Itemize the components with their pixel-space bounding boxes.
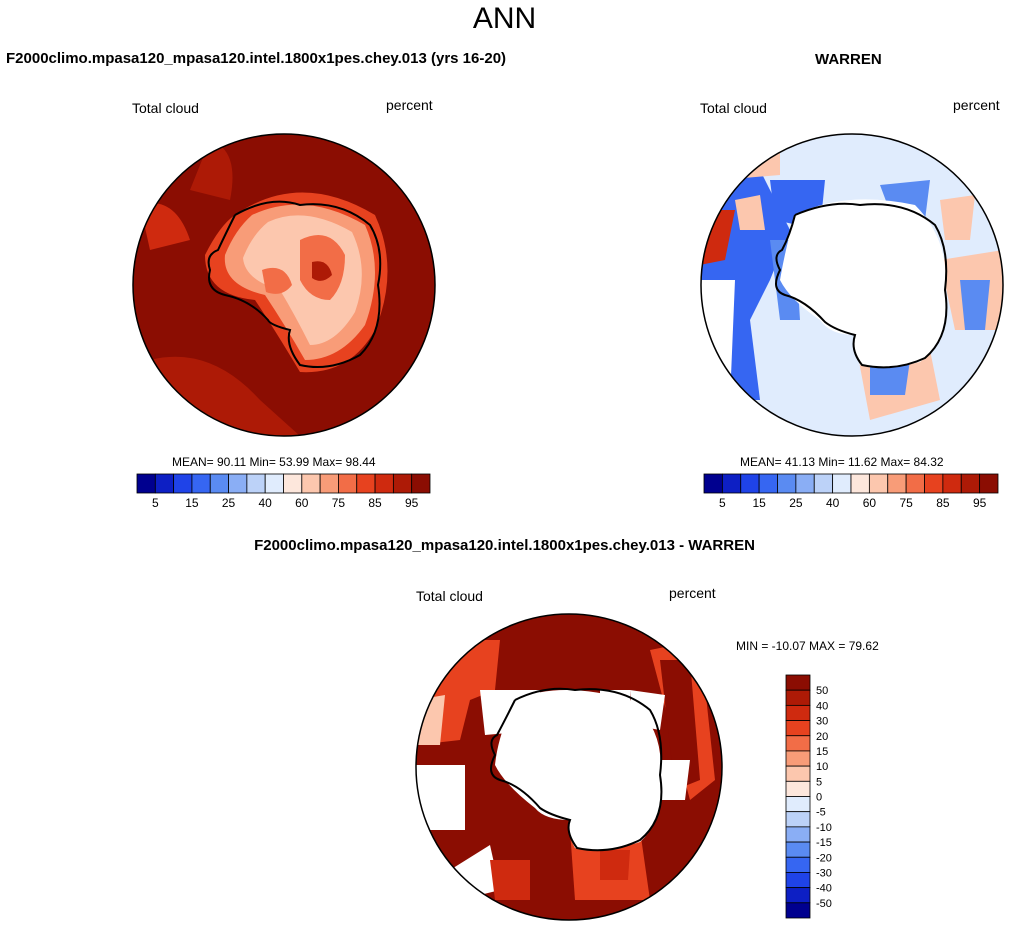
obs-colorbar-tick-label: 40 — [826, 496, 840, 510]
obs-colorbar-tick-label: 25 — [789, 496, 803, 510]
diff-colorbar-tick-label: -15 — [816, 837, 832, 849]
model-colorbar-tick-label: 95 — [405, 496, 419, 510]
diff-colorbar-box — [785, 811, 811, 828]
diff-colorbar-tick-label: -5 — [816, 807, 826, 819]
diff-colorbar-box — [785, 750, 811, 767]
obs-colorbar-box — [721, 473, 742, 494]
obs-colorbar: 5 15 25 40 60 75 85 95 — [703, 473, 999, 510]
diff-colorbar-box — [785, 841, 811, 858]
model-colorbar-box — [411, 473, 431, 494]
model-stats: MEAN= 90.11 Min= 53.99 Max= 98.44 — [172, 455, 376, 469]
diff-colorbar-box — [785, 872, 811, 889]
obs-units-label: percent — [953, 97, 1000, 113]
diff-colorbar-tick-label: 0 — [816, 792, 822, 804]
diff-colorbar-box — [785, 780, 811, 797]
diff-colorbar-box — [785, 826, 811, 843]
obs-colorbar-box — [942, 473, 962, 494]
model-colorbar-box — [228, 473, 248, 494]
model-colorbar-box — [319, 473, 339, 494]
diff-map — [416, 614, 722, 920]
obs-variable-label: Total cloud — [700, 100, 767, 116]
model-colorbar-tick-label: 85 — [368, 496, 382, 510]
diff-colorbar-box — [785, 856, 811, 873]
diff-colorbar-tick-label: 30 — [816, 716, 828, 728]
diff-colorbar-tick-label: -30 — [816, 867, 832, 879]
model-colorbar-tick-label: 25 — [222, 496, 236, 510]
figure-title: ANN — [472, 2, 537, 35]
diff-colorbar-box — [785, 765, 811, 782]
obs-colorbar-tick-label: 85 — [936, 496, 950, 510]
diff-panel-title: F2000climo.mpasa120_mpasa120.intel.1800x… — [254, 537, 755, 554]
model-colorbar-box — [392, 473, 413, 494]
diff-colorbar-tick-label: -20 — [816, 852, 832, 864]
diff-colorbar-box — [785, 674, 811, 691]
diff-stats: MIN = -10.07 MAX = 79.62 — [736, 639, 879, 653]
obs-colorbar-tick-label: 5 — [719, 496, 726, 510]
diff-colorbar-tick-label: -40 — [816, 883, 832, 895]
model-colorbar-box — [136, 473, 156, 494]
diff-colorbar-box — [785, 887, 811, 904]
diff-colorbar-box — [785, 720, 811, 737]
obs-colorbar-box — [795, 473, 815, 494]
model-colorbar-box — [154, 473, 175, 494]
obs-colorbar-tick-label: 60 — [863, 496, 877, 510]
model-colorbar-box — [338, 473, 358, 494]
obs-colorbar-box — [777, 473, 797, 494]
diff-colorbar-box — [785, 735, 811, 752]
model-colorbar-box — [356, 473, 376, 494]
diff-colorbar-tick-label: -50 — [816, 898, 832, 910]
obs-colorbar-box — [887, 473, 907, 494]
model-colorbar-box — [301, 473, 321, 494]
model-panel-title: F2000climo.mpasa120_mpasa120.intel.1800x… — [6, 50, 507, 67]
diff-colorbar-box — [785, 689, 811, 706]
model-colorbar-tick-label: 40 — [259, 496, 273, 510]
obs-colorbar-box — [813, 473, 834, 494]
model-variable-label: Total cloud — [132, 100, 199, 116]
obs-colorbar-tick-label: 15 — [752, 496, 766, 510]
model-colorbar-box — [283, 473, 303, 494]
diff-colorbar-tick-label: 20 — [816, 731, 828, 743]
obs-stats: MEAN= 41.13 Min= 11.62 Max= 84.32 — [740, 455, 944, 469]
obs-colorbar-box — [924, 473, 944, 494]
obs-colorbar-box — [850, 473, 870, 494]
diff-colorbar-tick-label: -10 — [816, 822, 832, 834]
diff-colorbar-tick-label: 50 — [816, 685, 828, 697]
diff-colorbar-tick-label: 15 — [816, 746, 828, 758]
diff-colorbar-box — [785, 902, 811, 919]
model-colorbar-tick-label: 15 — [185, 496, 199, 510]
obs-colorbar-box — [905, 473, 925, 494]
model-colorbar-box — [191, 473, 211, 494]
obs-colorbar-box — [740, 473, 760, 494]
diff-colorbar-box — [785, 704, 811, 721]
diff-colorbar-tick-label: 40 — [816, 700, 828, 712]
model-colorbar: 5 15 25 40 60 75 85 95 — [136, 473, 431, 510]
obs-map — [701, 134, 1003, 436]
model-colorbar-tick-label: 75 — [332, 496, 346, 510]
model-units-label: percent — [386, 97, 433, 113]
model-map — [133, 134, 435, 436]
model-colorbar-box — [374, 473, 394, 494]
obs-colorbar-box — [703, 473, 723, 494]
diff-units-label: percent — [669, 585, 716, 601]
obs-colorbar-box — [960, 473, 981, 494]
obs-colorbar-tick-label: 95 — [973, 496, 987, 510]
obs-colorbar-box — [868, 473, 889, 494]
model-colorbar-box — [264, 473, 284, 494]
model-colorbar-box — [246, 473, 266, 494]
diff-colorbar-tick-label: 10 — [816, 761, 828, 773]
obs-panel-title: WARREN — [815, 51, 882, 68]
obs-colorbar-tick-label: 75 — [899, 496, 913, 510]
obs-colorbar-box — [832, 473, 852, 494]
obs-colorbar-box — [979, 473, 999, 494]
diff-colorbar-box — [785, 796, 811, 813]
model-colorbar-tick-label: 5 — [152, 496, 159, 510]
diff-variable-label: Total cloud — [416, 588, 483, 604]
model-colorbar-box — [209, 473, 229, 494]
model-colorbar-box — [173, 473, 193, 494]
diff-colorbar-tick-label: 5 — [816, 776, 822, 788]
model-colorbar-tick-label: 60 — [295, 496, 309, 510]
obs-colorbar-box — [758, 473, 778, 494]
